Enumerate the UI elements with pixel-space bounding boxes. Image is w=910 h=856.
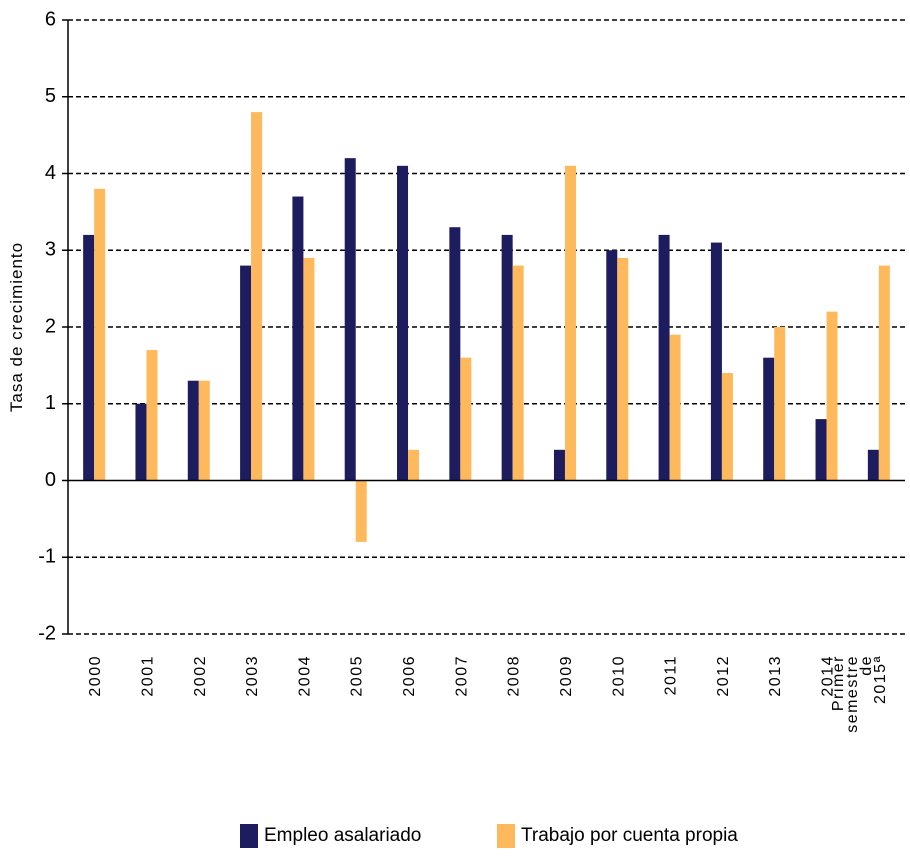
legend-swatch bbox=[497, 824, 515, 848]
x-tick-label: 2003 bbox=[244, 655, 261, 697]
bar bbox=[721, 373, 733, 481]
y-tick-label: -2 bbox=[38, 622, 56, 644]
bar bbox=[251, 112, 263, 481]
bar bbox=[774, 327, 786, 481]
x-tick-label: 2011 bbox=[663, 655, 680, 695]
bar bbox=[355, 480, 367, 542]
bar bbox=[617, 257, 629, 481]
legend-swatch bbox=[240, 824, 258, 848]
y-tick-label: 6 bbox=[45, 8, 56, 30]
bar bbox=[303, 257, 315, 481]
x-tick-label: Primer semestre de 2015ª bbox=[830, 655, 889, 739]
x-tick-label: 2009 bbox=[558, 655, 575, 697]
bar bbox=[658, 234, 670, 481]
bar bbox=[710, 242, 722, 481]
y-tick-label: 2 bbox=[45, 315, 56, 337]
bar bbox=[460, 357, 472, 481]
bar bbox=[292, 196, 304, 481]
x-tick-label: 2010 bbox=[610, 655, 627, 697]
legend-label: Trabajo por cuenta propia bbox=[521, 825, 738, 846]
x-tick-label: 2012 bbox=[715, 655, 732, 697]
bar bbox=[501, 234, 513, 481]
x-tick-label: 2008 bbox=[506, 655, 523, 697]
y-tick-label: 1 bbox=[45, 392, 56, 414]
x-tick-label: 2004 bbox=[296, 655, 313, 697]
x-tick-label: 2013 bbox=[767, 655, 784, 697]
x-tick-label: 2002 bbox=[192, 655, 209, 697]
y-axis-label: Tasa de crecimiento bbox=[7, 242, 26, 412]
bar bbox=[240, 265, 252, 481]
bar bbox=[397, 165, 409, 481]
bar bbox=[344, 158, 356, 481]
legend-label: Empleo asalariado bbox=[264, 825, 421, 846]
y-tick-label: 3 bbox=[45, 239, 56, 261]
x-tick-label: 2014 bbox=[820, 655, 837, 697]
bar bbox=[408, 449, 420, 481]
y-tick-label: 4 bbox=[45, 162, 56, 184]
bar bbox=[606, 250, 618, 481]
bar bbox=[878, 265, 890, 481]
y-tick-label: -1 bbox=[38, 546, 56, 568]
x-tick-label: 2001 bbox=[139, 655, 156, 697]
bar bbox=[553, 449, 565, 481]
bar bbox=[146, 350, 158, 481]
bar bbox=[763, 357, 775, 481]
bar bbox=[198, 380, 210, 481]
bar bbox=[669, 334, 681, 481]
bar bbox=[449, 227, 461, 481]
bar bbox=[83, 234, 95, 481]
bar bbox=[94, 188, 106, 481]
bar bbox=[867, 449, 879, 481]
x-tick-label: 2007 bbox=[453, 655, 470, 697]
bar bbox=[564, 165, 576, 481]
x-tick-label: 2000 bbox=[87, 655, 104, 697]
y-tick-label: 5 bbox=[45, 85, 56, 107]
bar bbox=[815, 419, 827, 481]
x-tick-label: 2006 bbox=[401, 655, 418, 697]
bar bbox=[135, 403, 147, 481]
x-tick-label: 2005 bbox=[349, 655, 366, 697]
bar bbox=[512, 265, 524, 481]
y-tick-label: 0 bbox=[45, 469, 56, 491]
bar bbox=[187, 380, 199, 481]
bar bbox=[826, 311, 838, 481]
